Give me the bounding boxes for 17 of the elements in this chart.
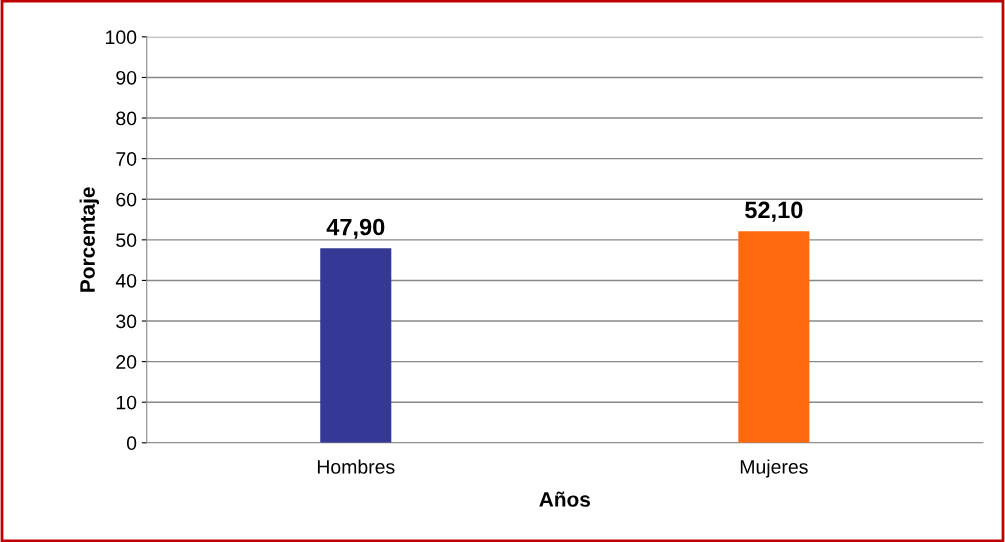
y-tick-label: 50 [116,233,137,248]
y-tick-label: 20 [116,355,137,369]
y-tick-label: 80 [116,111,137,126]
y-tick-label: 100 [106,30,137,45]
data-label: 47,90 [326,218,385,239]
y-tick-label: 30 [116,314,137,329]
y-tick-label: 90 [116,70,137,85]
x-tick-label: Mujeres [740,459,808,478]
data-label: 52,10 [745,201,803,222]
y-tick-label: 60 [116,192,137,207]
x-tick-label: Hombres [317,459,395,474]
x-axis-title: Años [539,491,590,507]
y-tick-label: 40 [115,273,137,288]
y-tick-label: 70 [116,152,137,166]
y-axis-title: Porcentaje [79,187,100,292]
y-tick-label: 0 [126,436,137,451]
y-tick-label: 10 [116,395,137,410]
